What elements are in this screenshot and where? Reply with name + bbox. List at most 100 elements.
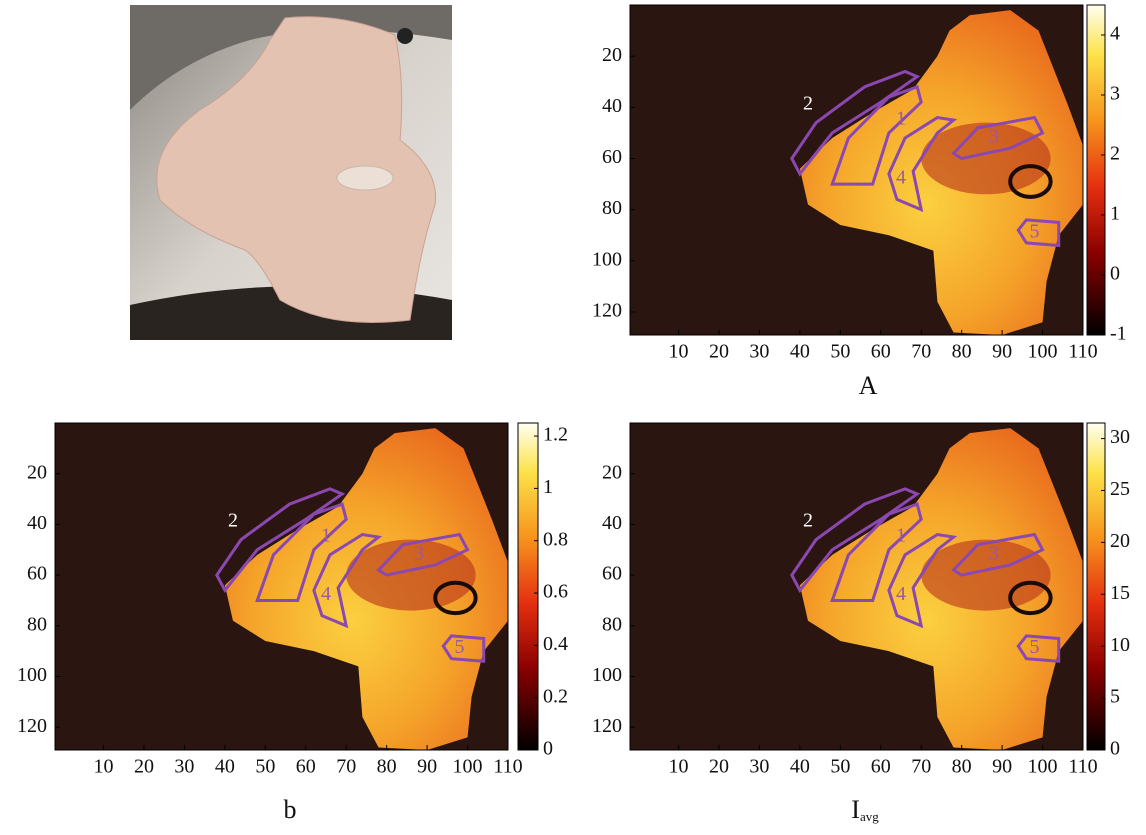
x-tick-label: 40 [215,756,235,778]
x-tick-label: 70 [911,756,931,778]
colorbar-tick-label: 0 [543,738,553,760]
panel-title-subscript: avg [860,809,879,824]
x-tick-label: 20 [709,756,729,778]
y-tick-label: 60 [27,563,47,585]
x-tick-label: 110 [493,756,522,778]
panel-title-main: I [851,795,860,824]
colorbar-tick-label: 0.4 [543,633,568,655]
region-label: 5 [1029,636,1039,658]
panel-title-main: b [284,795,297,824]
y-tick-label: 100 [17,664,47,686]
x-tick-label: 10 [669,756,689,778]
region-label: 4 [896,167,906,189]
x-tick-label: 70 [911,341,931,363]
panel-title: b [284,795,297,824]
colorbar-tick-label: 30 [1110,426,1130,448]
x-tick-label: 60 [296,756,316,778]
x-tick-label: 90 [417,756,437,778]
region-label: 2 [228,509,238,531]
x-tick-label: 50 [830,756,850,778]
x-tick-label: 60 [871,341,891,363]
region-label: 5 [1029,220,1039,242]
x-tick-label: 30 [749,341,769,363]
colorbar-tick-label: 4 [1110,23,1120,45]
y-tick-label: 20 [27,461,47,483]
colorbar-tick-label: 25 [1110,478,1130,500]
region-label: 2 [803,92,813,114]
x-tick-label: 100 [1028,341,1058,363]
x-tick-label: 100 [1028,756,1058,778]
dark-patch [346,540,475,611]
heatmap-panel: 1234510203040506070809010011020406080100… [17,423,568,824]
x-tick-label: 80 [952,756,972,778]
x-tick-label: 70 [336,756,356,778]
y-tick-label: 40 [602,512,622,534]
dark-patch [921,123,1050,195]
colorbar-tick-label: 0 [1110,263,1120,285]
colorbar-tick-label: 1 [543,476,553,498]
colorbar-tick-label: 10 [1110,634,1130,656]
colorbar-tick-label: 1.2 [543,424,568,446]
panel-title: A [859,371,878,400]
region-label: 2 [803,509,813,531]
x-tick-label: 110 [1068,756,1097,778]
x-tick-label: 30 [749,756,769,778]
region-label: 4 [896,583,906,605]
y-tick-label: 120 [592,715,622,737]
y-tick-label: 100 [592,664,622,686]
x-tick-label: 80 [377,756,397,778]
x-tick-label: 10 [669,341,689,363]
colorbar-tick-label: 0.2 [543,685,568,707]
colorbar-tick-label: 3 [1110,83,1120,105]
panel-title: Iavg [851,795,879,824]
colorbar-tick-label: 1 [1110,203,1120,225]
colorbar-tick-label: -1 [1110,323,1127,345]
x-tick-label: 50 [830,341,850,363]
photo [130,5,452,340]
x-tick-label: 40 [790,756,810,778]
y-tick-label: 40 [602,95,622,117]
y-tick-label: 120 [17,715,47,737]
colorbar-tick-label: 20 [1110,530,1130,552]
region-label: 1 [896,525,906,547]
region-label: 3 [989,542,999,564]
y-tick-label: 80 [602,613,622,635]
y-tick-label: 20 [602,44,622,66]
region-label: 5 [454,636,464,658]
colorbar-tick-label: 0 [1110,738,1120,760]
colorbar-tick-label: 15 [1110,582,1130,604]
y-tick-label: 100 [592,248,622,270]
x-tick-label: 90 [992,756,1012,778]
y-tick-label: 40 [27,512,47,534]
x-tick-label: 90 [992,341,1012,363]
region-label: 1 [321,525,331,547]
y-tick-label: 80 [27,613,47,635]
colorbar-tick-label: 0.8 [543,528,568,550]
x-tick-label: 30 [174,756,194,778]
figure: 1234510203040506070809010011020406080100… [0,0,1146,830]
region-label: 1 [896,108,906,130]
region-label: 3 [414,542,424,564]
colorbar-tick-label: 5 [1110,686,1120,708]
y-tick-label: 120 [592,300,622,322]
y-tick-label: 80 [602,197,622,219]
colorbar-tick-label: 2 [1110,143,1120,165]
y-tick-label: 20 [602,461,622,483]
x-tick-label: 20 [134,756,154,778]
x-tick-label: 40 [790,341,810,363]
region-label: 4 [321,583,331,605]
colorbar [518,423,538,750]
region-label: 3 [989,126,999,148]
dark-patch [921,540,1050,611]
colorbar [1087,423,1105,750]
colorbar [1087,5,1105,335]
x-tick-label: 80 [952,341,972,363]
x-tick-label: 20 [709,341,729,363]
y-tick-label: 60 [602,563,622,585]
x-tick-label: 110 [1068,341,1097,363]
x-tick-label: 100 [453,756,483,778]
colorbar-tick-label: 0.6 [543,581,568,603]
panel-title-main: A [859,371,878,400]
